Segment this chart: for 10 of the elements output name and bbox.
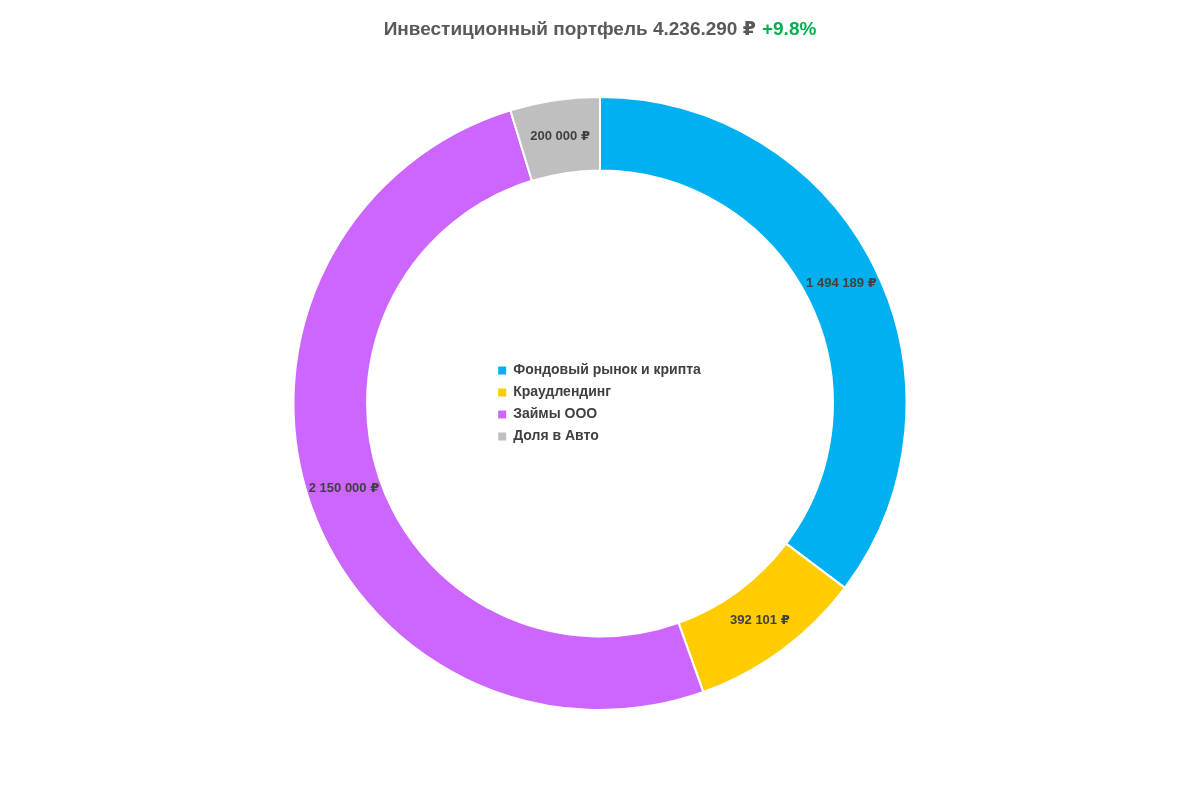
data-label: 392 101 ₽ — [730, 612, 790, 628]
legend-label: Краудлендинг — [513, 383, 612, 400]
text: +9.8% — [761, 18, 817, 40]
chart-title: Инвестиционный портфель 4.236.290 ₽ — [383, 18, 756, 40]
legend-label: Доля в Авто — [513, 427, 599, 444]
legend-label: Фондовый рынок и крипта — [513, 361, 702, 378]
data-label: 2 150 000 ₽ — [308, 479, 380, 495]
data-label: 200 000 ₽ — [530, 128, 590, 144]
legend-label: Займы ООО — [513, 405, 598, 422]
data-label: 1 494 189 ₽ — [806, 274, 877, 290]
